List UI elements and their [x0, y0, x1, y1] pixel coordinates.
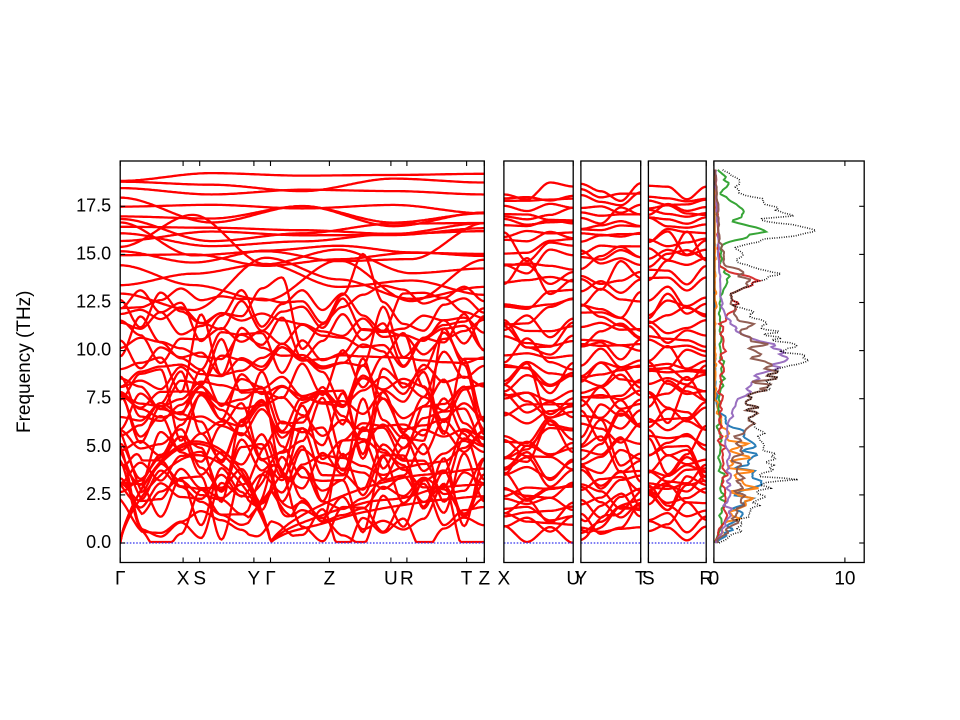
svg-text:S: S: [193, 569, 206, 590]
svg-text:X: X: [498, 569, 511, 590]
svg-text:Y: Y: [248, 569, 261, 590]
svg-text:Y: Y: [575, 569, 588, 590]
svg-text:5.0: 5.0: [86, 436, 111, 456]
svg-text:12.5: 12.5: [76, 292, 111, 312]
svg-text:17.5: 17.5: [76, 195, 111, 215]
svg-text:0.0: 0.0: [86, 532, 111, 552]
svg-text:10: 10: [834, 569, 855, 590]
svg-text:X: X: [177, 569, 190, 590]
svg-text:S: S: [642, 569, 655, 590]
svg-text:Z: Z: [324, 569, 336, 590]
svg-text:0: 0: [709, 569, 720, 590]
svg-text:10.0: 10.0: [76, 340, 111, 360]
svg-text:7.5: 7.5: [86, 388, 111, 408]
svg-text:U: U: [384, 569, 398, 590]
svg-text:2.5: 2.5: [86, 484, 111, 504]
svg-text:Frequency (THz): Frequency (THz): [14, 290, 35, 433]
svg-text:Z: Z: [478, 569, 490, 590]
svg-text:Γ: Γ: [265, 569, 275, 590]
svg-text:15.0: 15.0: [76, 243, 111, 263]
svg-text:Γ: Γ: [115, 569, 125, 590]
svg-text:R: R: [400, 569, 414, 590]
svg-text:T: T: [461, 569, 473, 590]
